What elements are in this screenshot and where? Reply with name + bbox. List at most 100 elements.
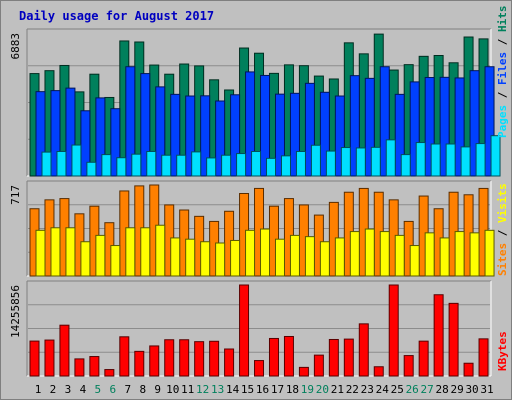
bar-pages-day-18 [295,150,306,177]
bar-visits-day-17 [274,238,285,277]
bar-pages-day-21 [340,147,351,177]
bar-files-day-11 [185,95,196,177]
bar-visits-day-1 [35,229,46,277]
bar-pages-day-28 [445,143,456,177]
bar-kbytes-day-24 [373,366,384,377]
bar-kbytes-day-8 [134,350,145,377]
bar-files-day-8 [140,73,151,177]
bar-kbytes-day-19 [298,366,309,377]
day-label: 20 [316,383,329,396]
bar-files-day-25 [394,93,405,177]
day-label: 23 [361,383,374,396]
bar-kbytes-day-28 [433,294,444,377]
bar-visits-day-21 [334,237,345,277]
bar-pages-day-26 [415,142,426,177]
bar-files-day-30 [469,70,480,177]
chart-panels: 6883 Pages / Files / Hits 717 Sites / Visit… [9,6,509,377]
bar-pages-day-27 [430,143,441,177]
bar-files-day-27 [424,77,435,177]
panel-hits-files-pages: 6883 Pages / Files / Hits [9,6,509,177]
bar-kbytes-day-4 [74,358,85,377]
legend-separator: / [496,85,509,105]
series-kbytes [29,284,489,377]
panel-max-label: 6883 [9,33,22,60]
bar-pages-day-9 [161,154,172,177]
bar-visits-day-4 [80,241,91,277]
bar-kbytes-day-17 [268,337,279,377]
bar-kbytes-day-29 [448,302,459,377]
bar-kbytes-day-6 [104,369,115,377]
bar-visits-day-19 [304,236,315,277]
bar-files-day-31 [484,66,495,177]
bar-files-day-18 [289,92,300,177]
day-label: 17 [271,383,284,396]
bar-kbytes-day-15 [239,284,250,377]
bar-files-day-2 [50,90,61,177]
bar-pages-day-5 [101,154,112,177]
bar-pages-day-11 [191,151,202,177]
bar-visits-day-7 [125,227,136,277]
bar-visits-day-18 [289,234,300,277]
bar-pages-day-12 [206,157,217,177]
bar-pages-day-4 [86,161,97,177]
bar-visits-day-11 [185,238,196,277]
bar-visits-day-31 [484,229,495,277]
bar-visits-day-20 [319,241,330,277]
bar-kbytes-day-25 [388,284,399,377]
day-label: 15 [241,383,254,396]
bar-kbytes-day-30 [463,362,474,377]
bar-files-day-22 [349,75,360,177]
day-label: 14 [226,383,240,396]
legend-sites: Sites [496,243,509,276]
bar-files-day-17 [274,93,285,177]
bar-kbytes-day-11 [179,339,190,377]
panel-legend: Sites / Visits [496,183,509,276]
bar-visits-day-23 [364,228,375,277]
bar-pages-day-16 [266,157,277,177]
bar-kbytes-day-16 [254,360,265,377]
panel-max-label: 717 [9,185,22,205]
bar-files-day-10 [170,93,181,177]
panel-visits-sites: 717 Sites / Visits [9,180,509,277]
day-label: 4 [80,383,87,396]
bar-visits-day-15 [245,229,256,277]
day-label: 29 [450,383,463,396]
bar-pages-day-7 [131,153,142,177]
bar-visits-day-16 [260,228,271,277]
bar-files-day-20 [319,91,330,177]
bar-kbytes-day-22 [343,338,354,377]
bar-pages-day-10 [176,154,187,177]
bar-files-day-19 [304,82,315,177]
bar-visits-day-13 [215,242,226,277]
bar-files-day-28 [439,76,450,177]
bar-pages-day-25 [400,154,411,177]
day-label: 9 [154,383,161,396]
bar-kbytes-day-14 [224,348,235,377]
bar-files-day-6 [110,108,121,177]
panel-max-label: 14255856 [9,285,22,338]
bar-visits-day-25 [394,234,405,277]
legend-pages: Pages [496,105,509,138]
bar-pages-day-29 [460,146,471,177]
series-files [35,66,495,177]
bar-visits-day-29 [454,231,465,277]
day-label: 13 [211,383,224,396]
panel-kbytes: 14255856 KBytes [9,280,509,377]
bar-files-day-21 [334,95,345,177]
day-label: 16 [256,383,269,396]
bar-pages-day-31 [490,135,501,177]
bar-pages-day-17 [280,155,291,177]
legend-separator: / [496,32,509,52]
bar-pages-day-8 [146,150,157,177]
bar-files-day-23 [364,77,375,177]
day-label: 25 [391,383,404,396]
bar-files-day-4 [80,110,91,177]
bar-files-day-5 [95,97,106,177]
day-label: 31 [480,383,493,396]
day-axis-labels: 1 2 3 4 5 6 7 8 9 10 11 12 13 14 15 16 17 18 19 20 21 22 23 24 2… [35,383,494,396]
bar-kbytes-day-20 [313,354,324,377]
day-label: 12 [196,383,209,396]
bar-visits-day-9 [155,224,166,277]
